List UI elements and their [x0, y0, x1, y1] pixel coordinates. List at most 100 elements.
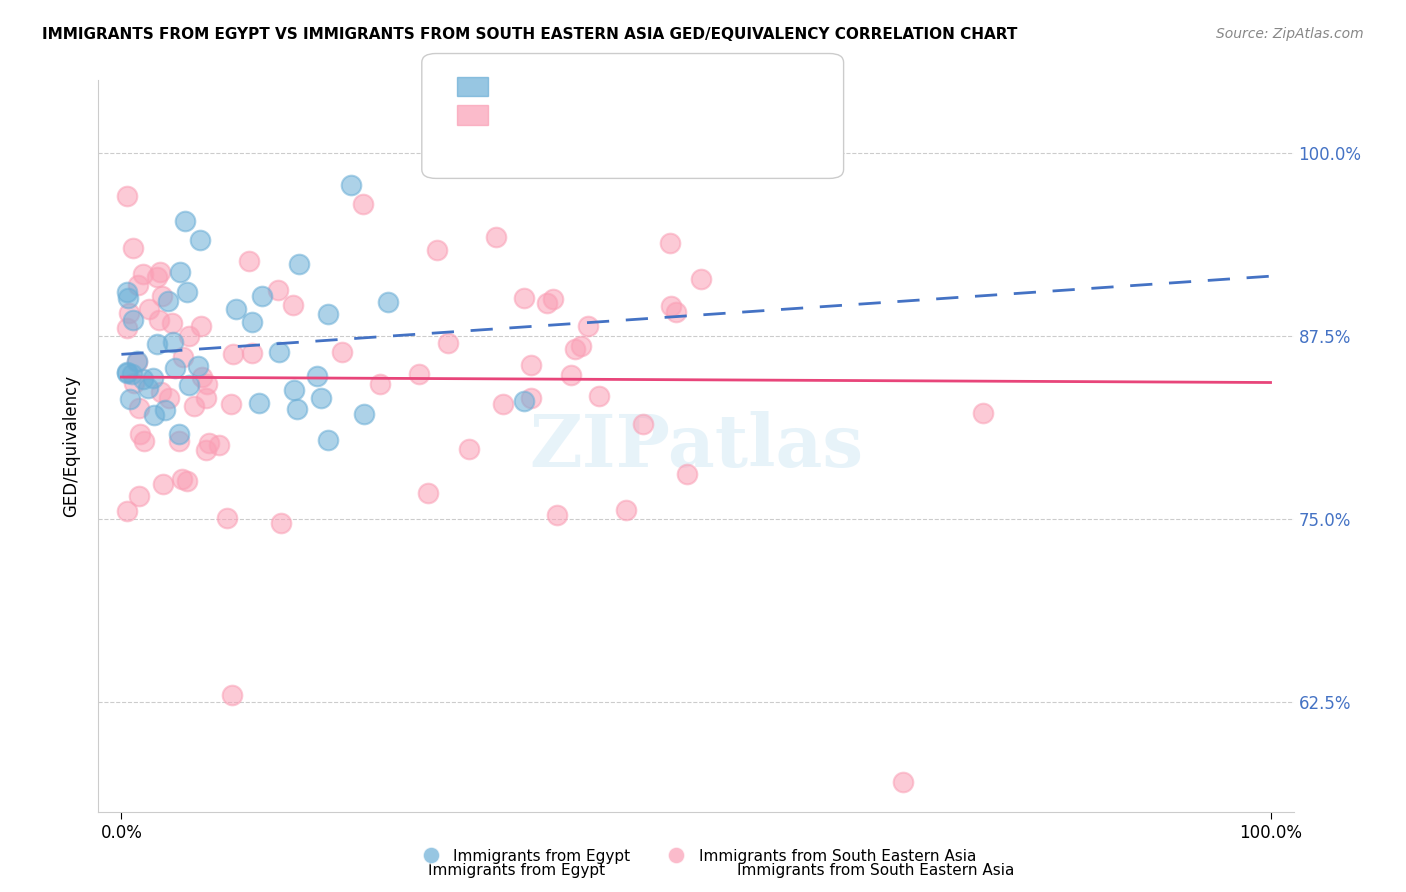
egypt	[187, 359, 209, 373]
sea	[190, 318, 212, 333]
egypt	[225, 301, 247, 316]
sea	[560, 368, 582, 383]
sea	[191, 370, 214, 384]
egypt	[115, 285, 138, 299]
sea	[536, 295, 558, 310]
Legend: Immigrants from Egypt, Immigrants from South Eastern Asia: Immigrants from Egypt, Immigrants from S…	[409, 843, 983, 870]
sea	[659, 235, 682, 250]
sea	[127, 355, 149, 369]
sea	[222, 346, 245, 360]
sea	[195, 377, 218, 392]
sea	[115, 321, 138, 335]
Text: Source: ZipAtlas.com: Source: ZipAtlas.com	[1216, 27, 1364, 41]
sea	[891, 775, 914, 789]
egypt	[377, 295, 399, 310]
sea	[512, 292, 534, 306]
sea	[149, 265, 172, 279]
sea	[437, 335, 460, 350]
egypt	[156, 293, 179, 308]
Text: Immigrants from South Eastern Asia: Immigrants from South Eastern Asia	[737, 863, 1014, 878]
egypt	[127, 353, 149, 368]
sea	[408, 368, 430, 382]
sea	[631, 417, 654, 431]
sea	[177, 329, 200, 343]
sea	[146, 269, 169, 284]
egypt	[132, 372, 155, 386]
egypt	[247, 395, 270, 409]
Text: 74: 74	[576, 108, 598, 122]
sea	[167, 434, 190, 448]
sea	[215, 511, 238, 525]
egypt	[115, 365, 138, 379]
sea	[152, 477, 174, 491]
sea	[221, 688, 243, 702]
sea	[176, 474, 198, 488]
Text: -0.010: -0.010	[513, 108, 568, 122]
Text: R = -0.010   N = 74: R = -0.010 N = 74	[495, 108, 645, 122]
sea	[520, 391, 543, 405]
sea	[368, 377, 391, 392]
egypt	[283, 383, 305, 397]
egypt	[240, 315, 263, 329]
sea	[588, 389, 610, 403]
sea	[172, 350, 194, 364]
sea	[198, 435, 221, 450]
sea	[270, 516, 292, 531]
egypt	[252, 289, 274, 303]
sea	[152, 289, 174, 303]
sea	[492, 397, 515, 411]
sea	[541, 293, 564, 307]
sea	[569, 339, 592, 353]
egypt	[143, 409, 166, 423]
egypt	[188, 233, 211, 247]
sea	[352, 197, 374, 211]
sea	[242, 345, 264, 359]
sea	[238, 253, 260, 268]
egypt	[340, 178, 363, 193]
Text: 0.106: 0.106	[513, 79, 561, 94]
sea	[207, 438, 229, 452]
sea	[972, 406, 994, 420]
Y-axis label: GED/Equivalency: GED/Equivalency	[62, 375, 80, 517]
sea	[219, 397, 242, 411]
egypt	[353, 407, 375, 421]
sea	[127, 278, 149, 293]
egypt	[162, 335, 184, 350]
egypt	[316, 307, 339, 321]
sea	[162, 316, 184, 330]
sea	[520, 359, 543, 373]
Text: ZIPatlas: ZIPatlas	[529, 410, 863, 482]
egypt	[163, 360, 186, 375]
sea	[689, 272, 711, 286]
sea	[134, 434, 156, 449]
egypt	[309, 391, 332, 405]
sea	[150, 384, 173, 399]
Text: 40: 40	[571, 79, 592, 94]
egypt	[142, 371, 165, 385]
egypt	[136, 381, 159, 395]
sea	[122, 376, 145, 391]
egypt	[122, 313, 145, 327]
sea	[194, 391, 217, 405]
egypt	[121, 367, 143, 381]
sea	[546, 508, 568, 523]
sea	[117, 306, 139, 320]
sea	[148, 313, 170, 327]
sea	[676, 467, 699, 482]
sea	[564, 342, 586, 356]
Text: Immigrants from Egypt: Immigrants from Egypt	[429, 863, 605, 878]
egypt	[267, 344, 290, 359]
Text: R =  0.106   N = 40: R = 0.106 N = 40	[495, 79, 644, 94]
egypt	[318, 433, 340, 447]
sea	[426, 243, 449, 257]
sea	[157, 391, 180, 405]
sea	[170, 472, 193, 486]
sea	[418, 485, 440, 500]
sea	[267, 283, 290, 297]
sea	[330, 345, 353, 359]
sea	[183, 400, 205, 414]
egypt	[285, 402, 308, 417]
egypt	[117, 291, 139, 305]
egypt	[179, 378, 201, 392]
sea	[576, 319, 599, 334]
